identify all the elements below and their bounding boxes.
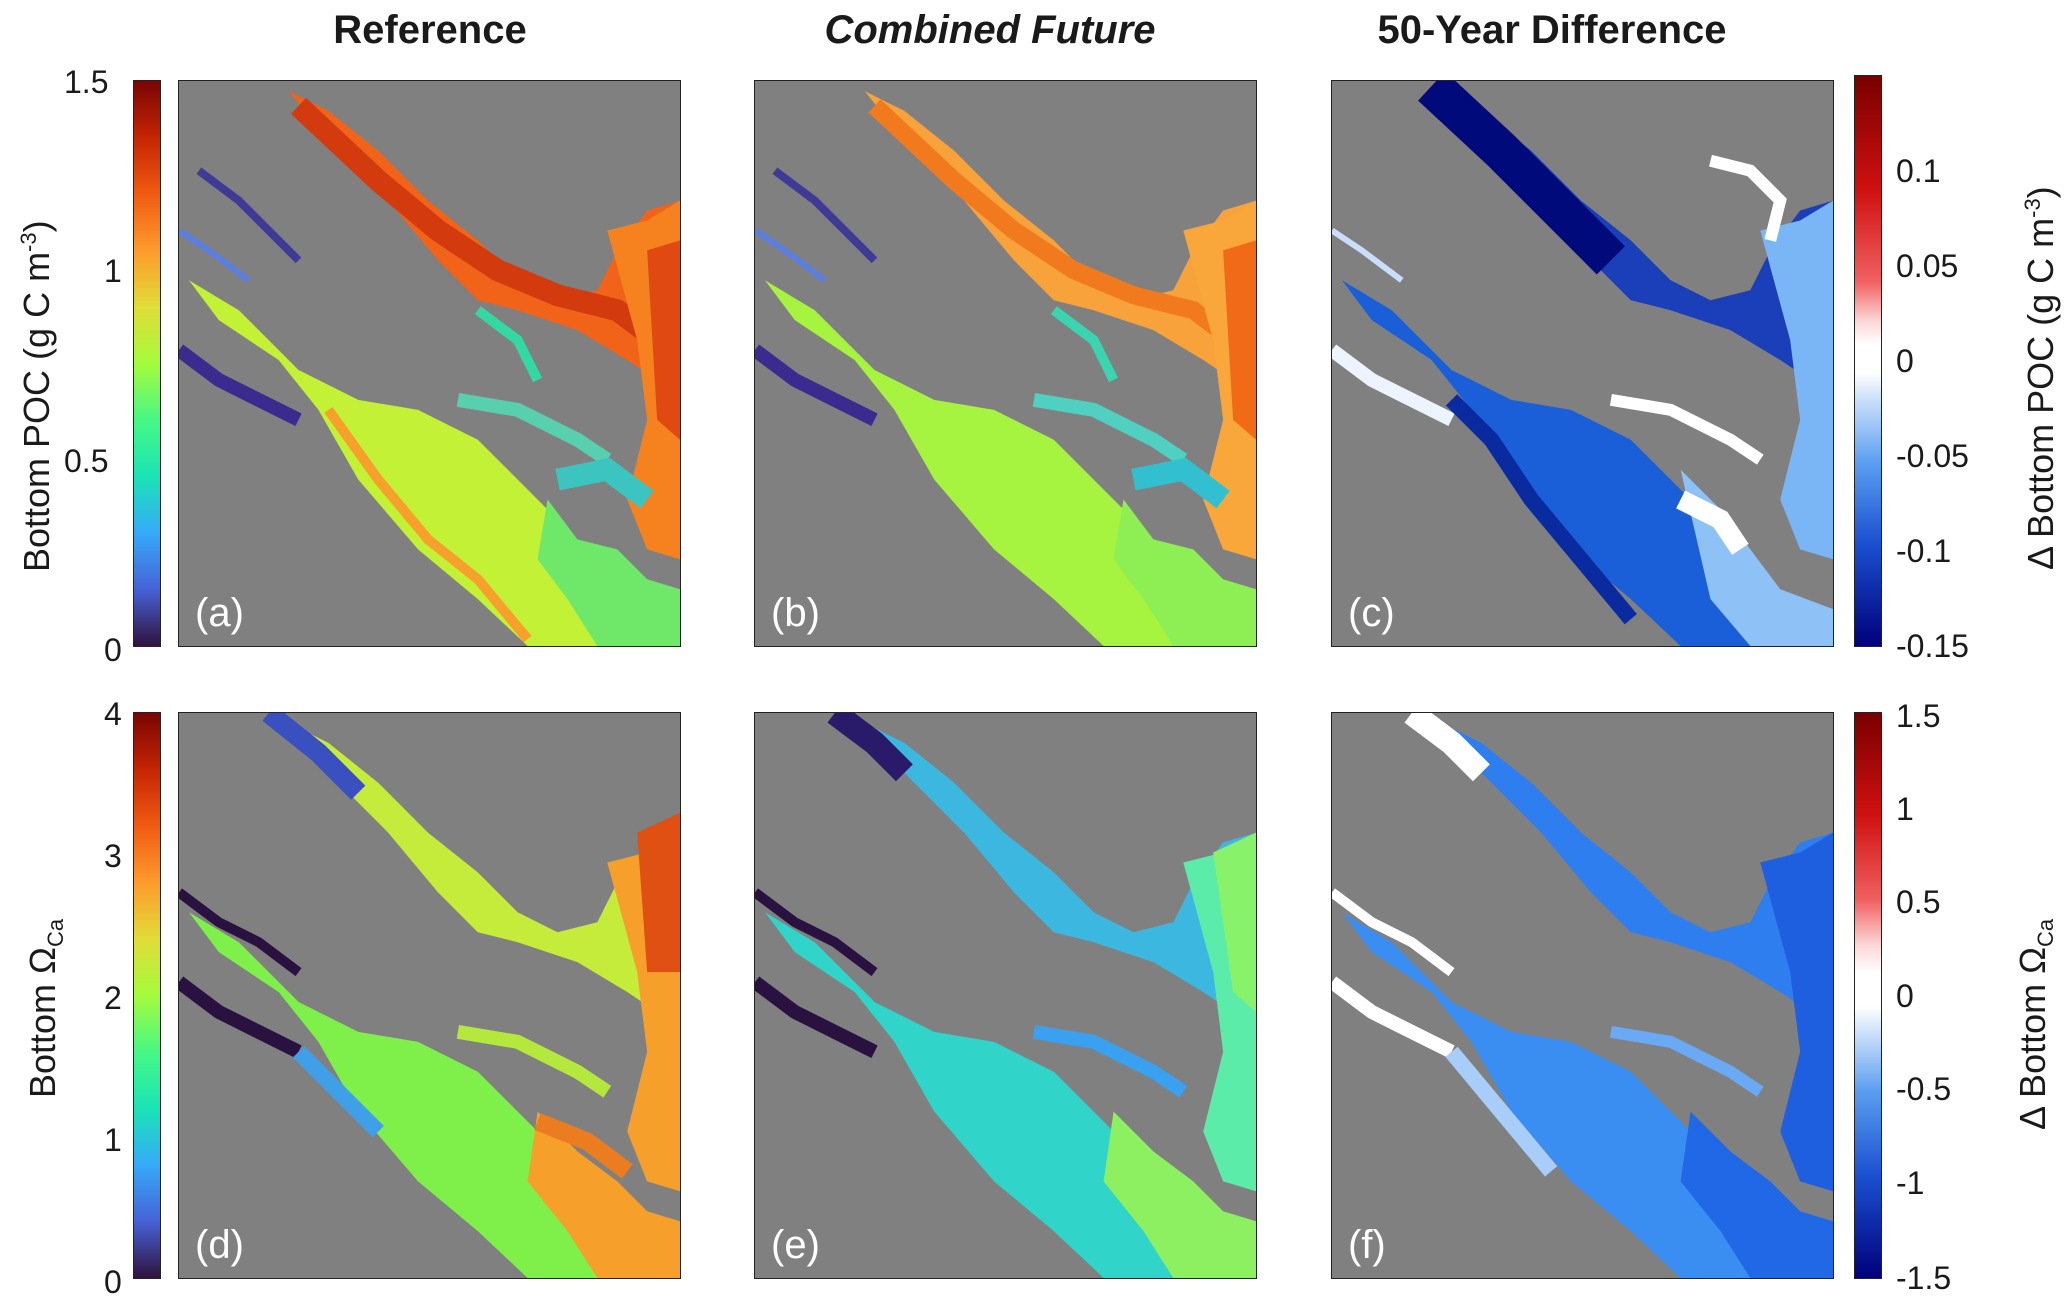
tick-dpoc-0: 0: [1896, 343, 1914, 379]
ylabel-bottom-poc: Bottom POC (g C m-3): [16, 220, 57, 572]
tick-domega-0-5: 0.5: [1896, 884, 1941, 920]
column-title-difference: 50-Year Difference: [1377, 8, 1727, 52]
column-title-combined-future: Combined Future: [824, 8, 1156, 52]
tick-omega-4: 4: [104, 696, 122, 732]
tick-poc-0: 0: [104, 632, 122, 668]
map-panel-c: (c): [1331, 80, 1834, 647]
map-panel-e: (e): [754, 712, 1257, 1279]
colorbar-delta-omega: [1854, 712, 1882, 1279]
panel-label-d: (d): [195, 1223, 244, 1267]
tick-domega-1: 1: [1896, 791, 1914, 827]
tick-domega-neg-1: -1: [1896, 1165, 1925, 1201]
ylabel-bottom-omega: Bottom ΩCa: [22, 918, 69, 1098]
tick-omega-3: 3: [104, 838, 122, 874]
map-panel-b: (b): [754, 80, 1257, 647]
tick-dpoc-neg-0-05: -0.05: [1896, 438, 1969, 474]
tick-domega-neg-1-5: -1.5: [1896, 1260, 1952, 1296]
panel-label-e: (e): [771, 1223, 820, 1267]
panel-label-c: (c): [1348, 591, 1395, 635]
map-panel-f: (f): [1331, 712, 1834, 1279]
tick-dpoc-neg-0-15: -0.15: [1896, 628, 1969, 664]
colorbar-poc: [133, 80, 161, 647]
colorbar-delta-poc: [1854, 75, 1882, 647]
tick-poc-1: 1: [104, 253, 122, 289]
tick-domega-neg-0-5: -0.5: [1896, 1071, 1952, 1107]
panel-label-f: (f): [1348, 1223, 1386, 1267]
tick-dpoc-0-05: 0.05: [1896, 248, 1959, 284]
tick-omega-2: 2: [104, 980, 122, 1016]
tick-poc-0-5: 0.5: [64, 443, 109, 479]
ylabel-delta-bottom-poc: Δ Bottom POC (g C m-3): [2020, 186, 2061, 570]
colorbar-omega: [133, 712, 161, 1279]
tick-omega-0: 0: [104, 1264, 122, 1300]
map-panel-d: (d): [178, 712, 681, 1279]
map-panel-a: (a): [178, 80, 681, 647]
tick-domega-0: 0: [1896, 978, 1914, 1014]
tick-dpoc-0-1: 0.1: [1896, 153, 1941, 189]
tick-omega-1: 1: [104, 1122, 122, 1158]
tick-poc-1-5: 1.5: [64, 64, 109, 100]
panel-label-b: (b): [771, 591, 820, 635]
panel-label-a: (a): [195, 591, 244, 635]
ylabel-delta-bottom-omega: Δ Bottom ΩCa: [2012, 918, 2059, 1130]
tick-dpoc-neg-0-1: -0.1: [1896, 533, 1952, 569]
column-title-reference: Reference: [333, 8, 527, 52]
tick-domega-1-5: 1.5: [1896, 698, 1941, 734]
